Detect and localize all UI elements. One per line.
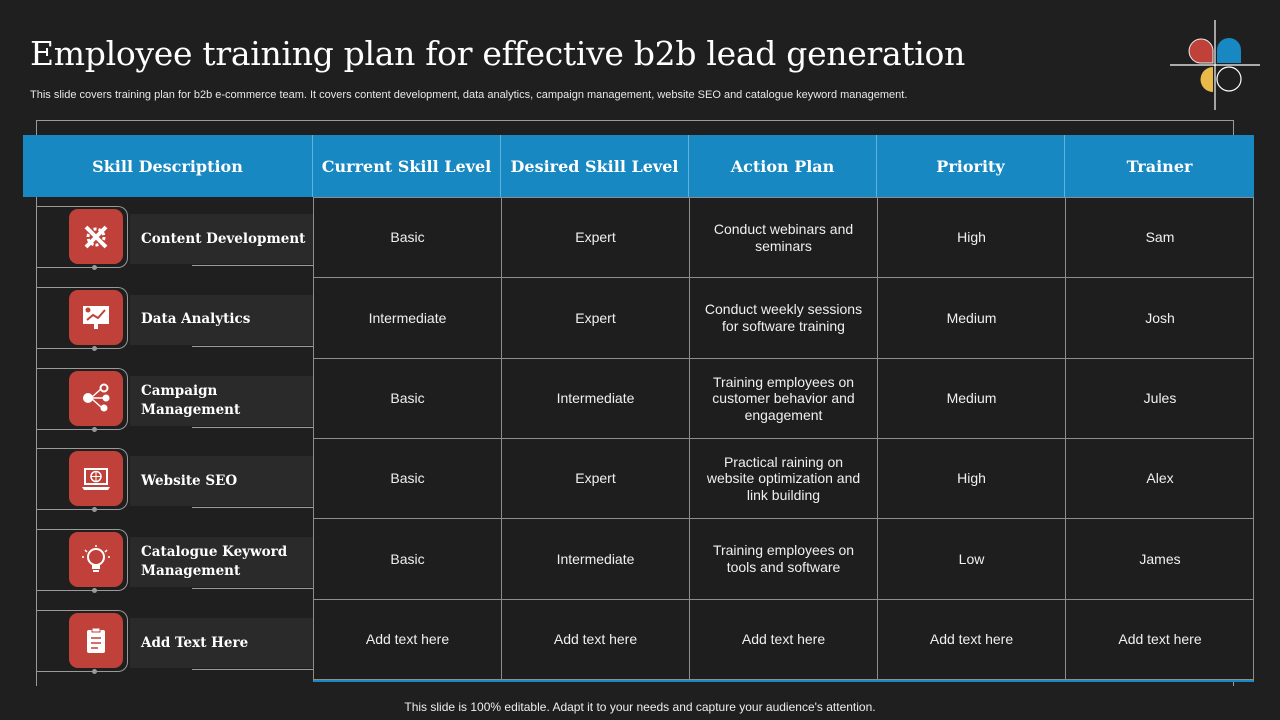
row-bracket bbox=[36, 367, 128, 430]
cell-priority: High bbox=[878, 439, 1066, 520]
share-network-icon bbox=[69, 370, 123, 426]
header-trainer: Trainer bbox=[1126, 156, 1193, 176]
skill-row: Add Text Here bbox=[36, 602, 313, 682]
divider bbox=[192, 265, 313, 266]
skill-label-box: Campaign Management bbox=[130, 375, 313, 426]
cell-trainer: Add text here bbox=[1066, 600, 1254, 680]
connector-dot bbox=[92, 426, 97, 432]
cell-priority: Medium bbox=[878, 278, 1066, 359]
skill-label: Content Development bbox=[141, 230, 306, 247]
cell-priority: Add text here bbox=[878, 599, 1066, 680]
cell-action: Conduct weekly sessions for software tra… bbox=[690, 278, 878, 359]
laptop-globe-icon bbox=[69, 451, 123, 507]
cell-desired: Expert bbox=[502, 439, 690, 520]
skill-row: Catalogue Keyword Management bbox=[36, 521, 313, 601]
skill-label: Campaign Management bbox=[141, 382, 241, 418]
cell-current: Basic bbox=[314, 519, 502, 600]
cell-action: Conduct webinars and seminars bbox=[690, 198, 878, 279]
cell-priority: High bbox=[878, 198, 1066, 279]
divider bbox=[192, 588, 313, 590]
cell-current: Basic bbox=[314, 358, 502, 439]
connector-dot bbox=[92, 265, 97, 270]
divider bbox=[192, 669, 313, 670]
skill-row: Campaign Management bbox=[36, 360, 313, 440]
clipboard-icon bbox=[69, 613, 123, 668]
row-bracket bbox=[36, 206, 128, 268]
page-subtitle: This slide covers training plan for b2b … bbox=[30, 89, 908, 101]
cell-action: Training employees on customer behavior … bbox=[690, 358, 878, 439]
table-header: Skill Description Current Skill Level De… bbox=[23, 135, 1254, 197]
skill-row: Website SEO bbox=[36, 440, 313, 520]
cell-current: Add text here bbox=[314, 599, 502, 680]
row-bracket bbox=[36, 286, 128, 349]
cell-current: Basic bbox=[314, 198, 502, 279]
cell-trainer: Alex bbox=[1066, 439, 1254, 520]
skill-label: Add Text Here bbox=[141, 634, 249, 651]
tools-icon bbox=[69, 209, 123, 264]
cell-action: Add text here bbox=[690, 599, 878, 680]
skill-label-box: Add Text Here bbox=[130, 618, 313, 668]
cell-current: Basic bbox=[314, 439, 502, 520]
row-bracket bbox=[36, 529, 128, 592]
connector-dot bbox=[92, 345, 97, 351]
header-action: Action Plan bbox=[689, 135, 877, 197]
cell-priority: Medium bbox=[878, 358, 1066, 439]
cell-desired: Intermediate bbox=[502, 358, 690, 439]
row-bracket bbox=[36, 610, 128, 672]
skill-label-box: Website SEO bbox=[130, 456, 313, 507]
skill-label-box: Data Analytics bbox=[130, 294, 313, 345]
footer-note: This slide is 100% editable. Adapt it to… bbox=[404, 700, 876, 714]
skill-label: Website SEO bbox=[141, 472, 238, 489]
divider bbox=[192, 507, 313, 509]
analytics-presentation-icon bbox=[69, 289, 123, 345]
connector-dot bbox=[92, 507, 97, 513]
cell-priority: Low bbox=[878, 519, 1066, 600]
cell-current: Intermediate bbox=[314, 278, 502, 359]
logo-icon bbox=[1170, 20, 1260, 110]
cell-trainer: Sam bbox=[1066, 198, 1254, 279]
cell-trainer: James bbox=[1066, 519, 1254, 600]
skill-row: Content Development bbox=[36, 198, 313, 278]
row-bracket bbox=[36, 448, 128, 511]
cell-action: Practical raining on website optimizatio… bbox=[690, 439, 878, 520]
skill-label-box: Catalogue Keyword Management bbox=[130, 537, 313, 588]
cell-desired: Intermediate bbox=[502, 519, 690, 600]
skill-row: Data Analytics bbox=[36, 279, 313, 359]
skill-label-box: Content Development bbox=[130, 214, 313, 264]
page-title: Employee training plan for effective b2b… bbox=[30, 34, 966, 73]
connector-dot bbox=[92, 588, 97, 594]
skill-label: Catalogue Keyword Management bbox=[141, 544, 288, 580]
header-skill: Skill Description bbox=[23, 135, 313, 197]
lightbulb-icon bbox=[69, 532, 123, 588]
header-priority: Priority bbox=[877, 135, 1065, 197]
divider bbox=[192, 426, 313, 428]
header-desired: Desired Skill Level bbox=[501, 135, 689, 197]
skill-label: Data Analytics bbox=[141, 311, 251, 328]
cell-desired: Expert bbox=[502, 198, 690, 279]
header-current: Current Skill Level bbox=[313, 135, 501, 197]
connector-dot bbox=[92, 669, 97, 674]
cell-trainer: Jules bbox=[1066, 359, 1254, 439]
table-body: Basic Expert Conduct webinars and seminars… bbox=[313, 197, 1254, 682]
cell-action: Training employees on tools and software bbox=[690, 519, 878, 600]
cell-desired: Expert bbox=[502, 278, 690, 359]
divider bbox=[192, 345, 313, 347]
cell-desired: Add text here bbox=[502, 599, 690, 680]
cell-trainer: Josh bbox=[1066, 278, 1254, 359]
